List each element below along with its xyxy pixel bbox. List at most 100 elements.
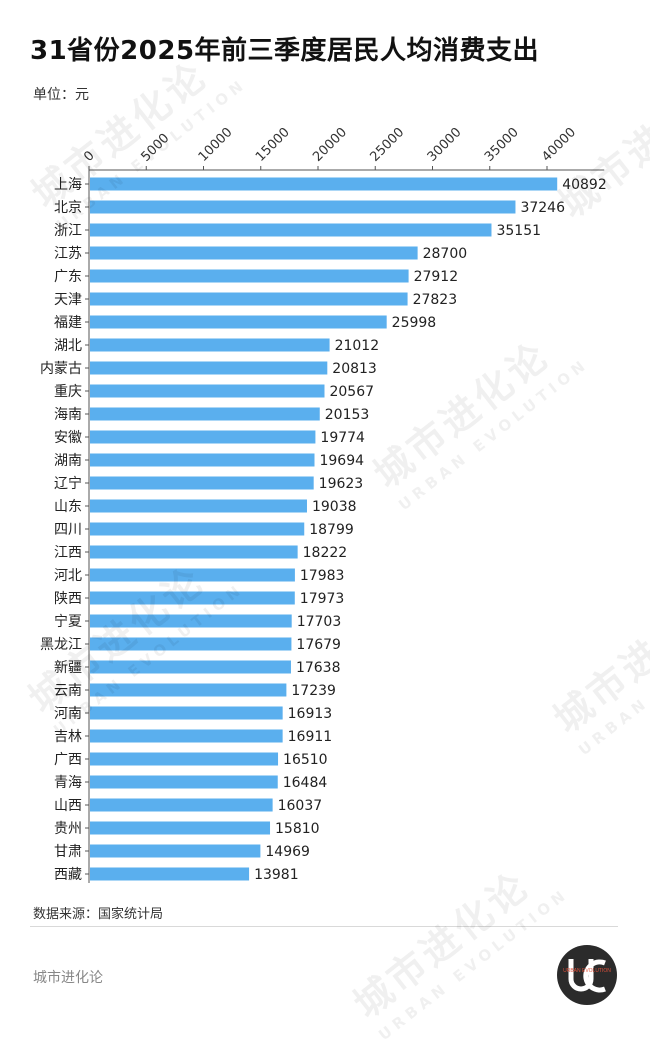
- x-tick-label: 15000: [253, 125, 293, 165]
- bar-value-label: 17679: [296, 637, 341, 653]
- bar-value-label: 17239: [291, 683, 336, 699]
- bar-value-label: 37246: [520, 200, 565, 216]
- category-label: 天津: [54, 292, 82, 308]
- bar: [90, 177, 558, 191]
- category-label: 江苏: [54, 246, 82, 262]
- bar: [90, 223, 492, 237]
- bar-value-label: 15810: [275, 821, 320, 837]
- category-label: 贵州: [54, 821, 82, 837]
- category-label: 西藏: [54, 867, 82, 883]
- category-label: 宁夏: [54, 613, 82, 630]
- category-label: 河南: [54, 706, 82, 722]
- category-label: 广东: [54, 269, 82, 285]
- bar: [90, 637, 292, 651]
- x-tick-label: 30000: [425, 125, 465, 165]
- category-label: 河北: [54, 568, 82, 584]
- bar-value-label: 14969: [265, 844, 310, 860]
- bar-value-label: 40892: [562, 177, 607, 193]
- category-label: 陕西: [54, 591, 82, 607]
- bar: [90, 844, 261, 858]
- logo-text: URBAN EVOLUTION: [563, 968, 611, 974]
- bar: [90, 821, 271, 835]
- x-tick-label: 25000: [367, 125, 407, 165]
- category-label: 辽宁: [54, 475, 82, 492]
- bar-value-label: 17983: [300, 568, 345, 584]
- bar-chart: 0 5000 10000 15000 20000 25000 30000 35000 40000…: [40, 125, 607, 883]
- bar: [90, 660, 291, 674]
- bar: [90, 361, 328, 375]
- bar: [90, 407, 320, 421]
- bar: [90, 499, 307, 513]
- brand-name: 城市进化论: [33, 970, 103, 986]
- bar: [90, 706, 283, 720]
- category-label: 安徽: [54, 430, 82, 446]
- bar-value-label: 25998: [392, 315, 437, 331]
- bar: [90, 545, 298, 559]
- bar: [90, 591, 295, 605]
- bar: [90, 683, 287, 697]
- bar: [90, 798, 273, 812]
- bar: [90, 775, 278, 789]
- category-label: 重庆: [54, 384, 82, 400]
- bar-value-label: 19038: [312, 499, 357, 515]
- category-label: 吉林: [54, 729, 82, 745]
- bar-value-label: 20813: [332, 361, 377, 377]
- bar: [90, 384, 325, 398]
- category-label: 四川: [54, 522, 82, 538]
- bar: [90, 752, 279, 766]
- category-label: 广西: [54, 752, 82, 768]
- bar-value-label: 20153: [325, 407, 370, 423]
- category-label: 湖北: [54, 338, 82, 354]
- bar: [90, 614, 292, 628]
- bar-value-label: 20567: [329, 384, 374, 400]
- bar-value-label: 16913: [288, 706, 333, 722]
- unit-label: 单位：元: [33, 87, 89, 103]
- category-label: 湖南: [54, 453, 82, 469]
- footer-divider: [30, 926, 618, 927]
- bar: [90, 200, 516, 214]
- bar: [90, 867, 250, 881]
- category-label: 上海: [54, 177, 82, 193]
- category-label: 新疆: [54, 660, 82, 676]
- bar: [90, 315, 387, 329]
- bar: [90, 568, 295, 582]
- x-tick-label: 40000: [539, 125, 579, 165]
- x-tick-label: 10000: [196, 125, 236, 165]
- category-label: 北京: [54, 200, 82, 216]
- bar-value-label: 27912: [414, 269, 459, 285]
- bar: [90, 476, 314, 490]
- chart-title: 31省份2025年前三季度居民人均消费支出: [30, 36, 540, 66]
- bar-value-label: 13981: [254, 867, 299, 883]
- bar-value-label: 19623: [319, 476, 364, 492]
- bar: [90, 430, 316, 444]
- bar: [90, 729, 283, 743]
- bar-value-label: 19694: [319, 453, 364, 469]
- bar-value-label: 18799: [309, 522, 354, 538]
- bar-value-label: 35151: [496, 223, 541, 239]
- bar-value-label: 27823: [413, 292, 458, 308]
- x-tick-label: 35000: [482, 125, 522, 165]
- category-label: 甘肃: [54, 844, 82, 860]
- x-tick-label: 5000: [138, 131, 172, 165]
- bar: [90, 338, 330, 352]
- x-tick-label: 0: [81, 148, 97, 164]
- category-label: 青海: [54, 775, 82, 791]
- bar: [90, 246, 418, 260]
- bar-value-label: 21012: [335, 338, 380, 354]
- bar-value-label: 18222: [303, 545, 348, 561]
- data-source: 数据来源：国家统计局: [33, 907, 164, 922]
- category-label: 山西: [54, 798, 82, 814]
- bar-value-label: 16911: [288, 729, 333, 745]
- category-label: 云南: [54, 683, 82, 699]
- category-label: 浙江: [54, 223, 82, 239]
- bar: [90, 269, 409, 283]
- bar-value-label: 19774: [320, 430, 365, 446]
- brand-logo-icon: URBAN EVOLUTION: [557, 945, 617, 1005]
- bar: [90, 453, 315, 467]
- bar-value-label: 17638: [296, 660, 341, 676]
- category-label: 黑龙江: [40, 637, 82, 653]
- category-label: 江西: [54, 545, 82, 561]
- category-label: 内蒙古: [40, 361, 82, 377]
- bar-value-label: 17973: [300, 591, 345, 607]
- category-label: 福建: [54, 315, 82, 331]
